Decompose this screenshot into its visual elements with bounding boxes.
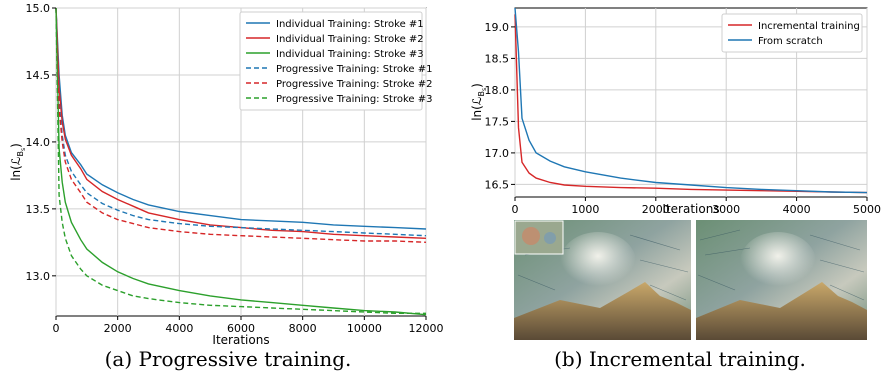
x-tick-label: 12000 [409, 322, 444, 335]
x-tick-label: 3000 [712, 203, 740, 216]
caption-right: (b) Incremental training. [554, 347, 806, 371]
x-tick-label: 1000 [571, 203, 599, 216]
y-tick-label: 17.5 [485, 115, 510, 128]
legend-entry: Individual Training: Stroke #2 [276, 34, 424, 45]
legend-entry: From scratch [758, 36, 823, 47]
legend-frame [721, 13, 863, 53]
legend-entry: Individual Training: Stroke #3 [276, 49, 424, 60]
caption-left: (a) Progressive training. [105, 347, 352, 371]
ticks-left: 0 2000 4000 6000 8000 10000 12000 13.0 13.5 14.0 1… [26, 2, 444, 335]
chart-right: 0 1000 2000 3000 4000 5000 16.5 17.0 17.5 18.0 18.… [470, 7, 881, 216]
legend-right: Incremental training From scratch [721, 13, 863, 53]
x-tick-label: 4000 [783, 203, 811, 216]
lines-right [514, 7, 868, 194]
y-tick-label: 18.0 [485, 84, 510, 97]
grid-left [55, 7, 427, 316]
legend-frame [239, 11, 423, 111]
y-tick-label: 13.5 [26, 203, 51, 216]
y-tick-label: 14.0 [26, 136, 51, 149]
series-line-1 [55, 7, 427, 230]
series-line-2 [55, 7, 427, 239]
legend-entry: Progressive Training: Stroke #2 [276, 79, 433, 90]
x-axis-label-right: Iterations [662, 202, 719, 216]
x-tick-label: 0 [512, 203, 519, 216]
series-line-4 [55, 7, 427, 237]
legend-entry: Progressive Training: Stroke #1 [276, 64, 433, 75]
y-tick-label: 19.0 [485, 21, 510, 34]
x-tick-label: 8000 [289, 322, 317, 335]
series-line-3 [55, 7, 427, 316]
x-axis-label-left: Iterations [212, 333, 269, 347]
stylized-image-right [696, 220, 867, 340]
legend-entry: Progressive Training: Stroke #3 [276, 94, 433, 105]
x-tick-label: 2000 [642, 203, 670, 216]
series-line-5 [55, 7, 427, 243]
x-tick-label: 4000 [165, 322, 193, 335]
y-tick-label: 16.5 [485, 178, 510, 191]
y-tick-label: 14.5 [26, 69, 51, 82]
series-line-2 [514, 7, 868, 194]
x-tick-label: 2000 [104, 322, 132, 335]
series-line-6 [55, 7, 426, 314]
y-axis-label-left: ln(ℒBs) [9, 143, 27, 181]
chart-left: 0 2000 4000 6000 8000 10000 12000 13.0 13.5 14.0 1… [9, 2, 444, 347]
x-tick-label: 10000 [347, 322, 382, 335]
x-tick-label: 6000 [227, 322, 255, 335]
x-tick-label: 5000 [853, 203, 881, 216]
y-tick-label: 18.5 [485, 52, 510, 65]
legend-left: Individual Training: Stroke #1 Individual… [239, 11, 433, 111]
x-tick-label: 0 [53, 322, 60, 335]
series-line-1 [514, 14, 868, 194]
lines-left [55, 7, 427, 316]
y-tick-label: 15.0 [26, 2, 51, 15]
y-tick-label: 13.0 [26, 270, 51, 283]
stylized-image-left [514, 220, 691, 340]
legend-entry: Incremental training [758, 21, 860, 32]
legend-entry: Individual Training: Stroke #1 [276, 19, 424, 30]
y-tick-label: 17.0 [485, 147, 510, 160]
ticks-right: 0 1000 2000 3000 4000 5000 16.5 17.0 17.5 18.0 18.… [485, 21, 881, 216]
